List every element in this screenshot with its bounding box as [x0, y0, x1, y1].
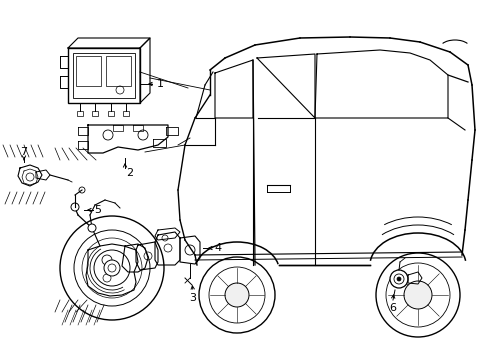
Polygon shape	[136, 242, 158, 270]
Ellipse shape	[88, 224, 96, 232]
Ellipse shape	[393, 274, 403, 284]
Polygon shape	[78, 127, 88, 135]
Text: 4: 4	[214, 243, 221, 253]
Bar	[106, 56, 131, 86]
Text: 6: 6	[389, 303, 396, 313]
Ellipse shape	[403, 281, 431, 309]
Polygon shape	[180, 236, 200, 264]
Text: 2: 2	[126, 168, 133, 178]
Polygon shape	[36, 170, 50, 180]
Bar	[68, 48, 140, 103]
Polygon shape	[153, 139, 165, 147]
Polygon shape	[122, 244, 148, 272]
Polygon shape	[155, 228, 180, 240]
Polygon shape	[155, 232, 180, 265]
Polygon shape	[140, 38, 150, 103]
Text: 5: 5	[94, 205, 102, 215]
Ellipse shape	[389, 270, 407, 288]
Polygon shape	[68, 38, 150, 48]
Polygon shape	[165, 127, 178, 135]
Polygon shape	[78, 141, 88, 149]
Bar	[76, 56, 101, 86]
Text: 1: 1	[156, 79, 163, 89]
Bar	[77, 111, 83, 116]
Polygon shape	[407, 272, 421, 284]
Polygon shape	[18, 165, 42, 186]
Polygon shape	[60, 56, 68, 68]
Bar	[108, 111, 114, 116]
Bar	[92, 111, 98, 116]
Polygon shape	[88, 125, 168, 153]
Ellipse shape	[104, 260, 120, 276]
Ellipse shape	[94, 250, 130, 286]
Bar	[73, 53, 135, 98]
Ellipse shape	[71, 203, 79, 211]
Text: 7: 7	[20, 147, 27, 157]
Ellipse shape	[396, 277, 400, 281]
Ellipse shape	[224, 283, 248, 307]
Polygon shape	[86, 244, 138, 296]
Bar	[123, 111, 129, 116]
Text: 3: 3	[189, 293, 196, 303]
Polygon shape	[60, 76, 68, 88]
